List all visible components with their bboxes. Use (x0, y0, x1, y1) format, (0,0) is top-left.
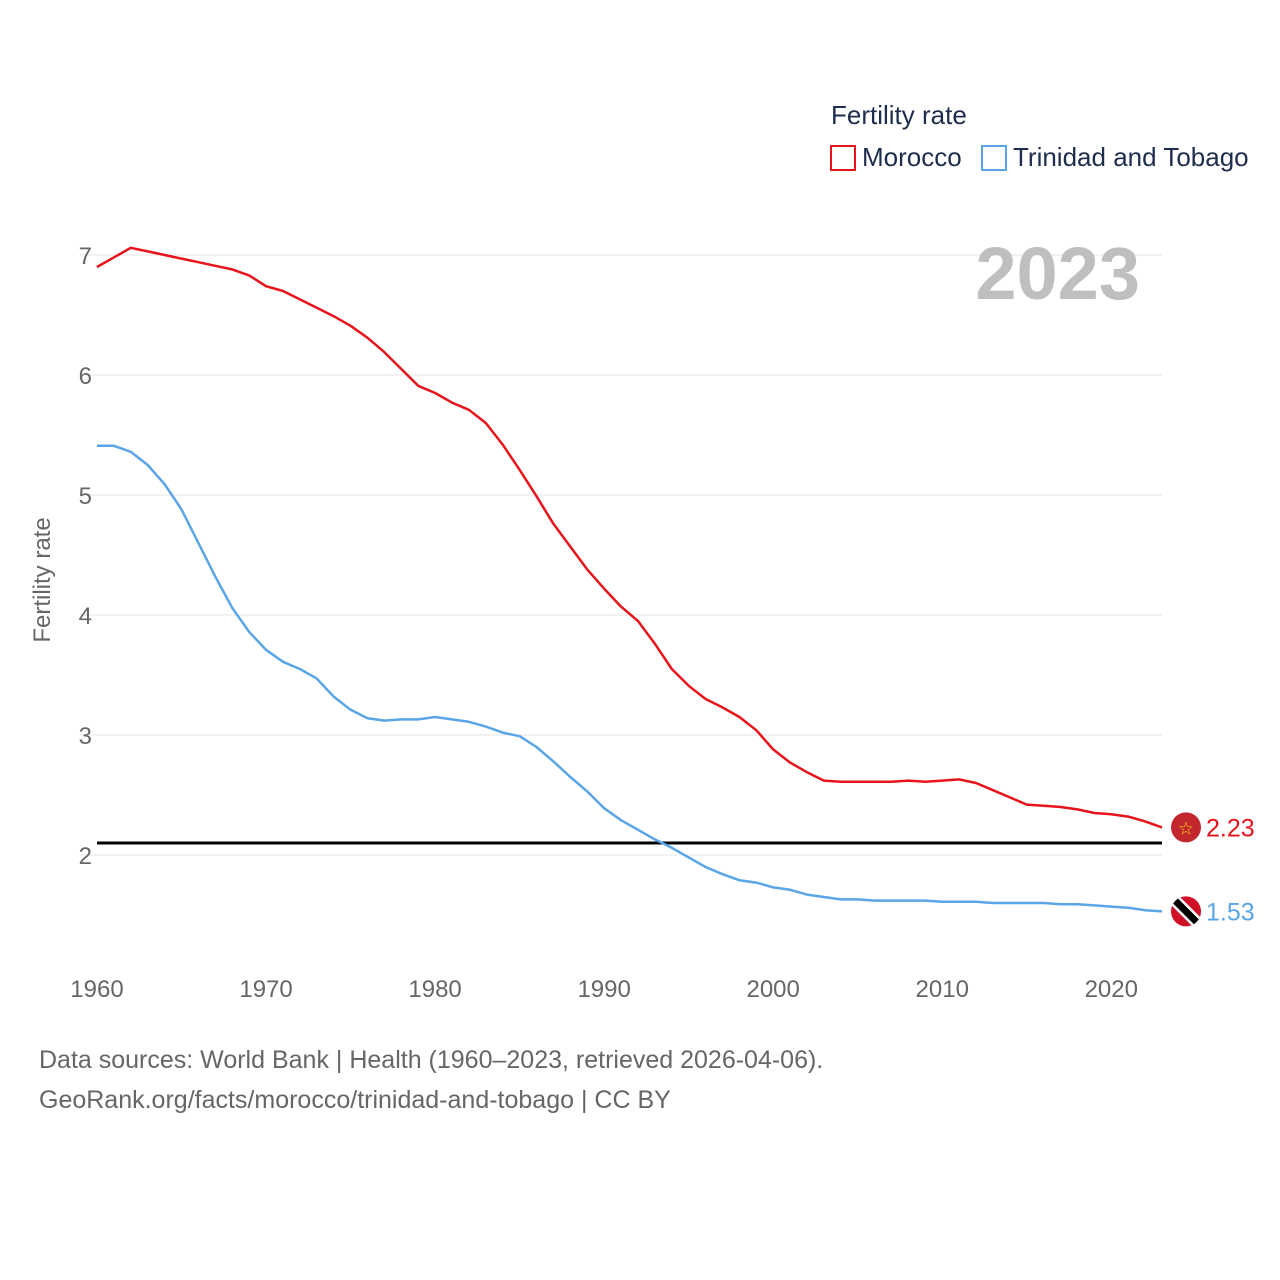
source-line-1: Data sources: World Bank | Health (1960–… (39, 1046, 824, 1074)
y-tick-label: 3 (79, 723, 92, 750)
legend-label-trinidad-and-tobago: Trinidad and Tobago (1013, 142, 1249, 172)
legend-item-morocco[interactable]: Morocco (830, 142, 962, 172)
y-tick-label: 7 (79, 243, 92, 270)
series-line-morocco[interactable] (96, 246, 1163, 829)
y-axis-label: Fertility rate (29, 517, 56, 642)
x-tick-label: 2010 (916, 976, 969, 1003)
series-line-trinidad-and-tobago[interactable] (97, 444, 1163, 913)
morocco-flag-icon: ☆ (1171, 812, 1201, 843)
end-value-label-trinidad-and-tobago: 1.53 (1206, 898, 1255, 926)
end-marker-layer: ☆ 2.23 1.53 (1171, 812, 1255, 927)
series-layer (96, 246, 1163, 913)
x-tick-label: 1960 (70, 976, 123, 1003)
y-tick-label: 5 (79, 483, 92, 510)
legend-label-morocco: Morocco (862, 142, 962, 172)
end-value-label-morocco: 2.23 (1206, 814, 1255, 842)
legend-swatch-morocco (830, 145, 856, 171)
tick-layer: 2 3 4 5 6 7 1960 1970 1980 1990 2000 2010 2020 (70, 243, 1138, 1003)
grid-layer (80, 254, 1162, 856)
x-tick-label: 1990 (577, 976, 630, 1003)
y-tick-label: 6 (79, 363, 92, 390)
legend-swatch-trinidad-and-tobago (981, 145, 1007, 171)
year-stamp: 2023 (975, 232, 1140, 315)
y-tick-label: 2 (79, 843, 92, 870)
legend-title: Fertility rate (831, 100, 967, 130)
svg-text:☆: ☆ (1178, 818, 1194, 839)
y-tick-label: 4 (79, 603, 92, 630)
source-note: Data sources: World Bank | Health (1960–… (39, 1040, 1239, 1120)
x-tick-label: 1980 (408, 976, 461, 1003)
source-line-2[interactable]: GeoRank.org/facts/morocco/trinidad-and-t… (39, 1086, 671, 1114)
legend-item-trinidad-and-tobago[interactable]: Trinidad and Tobago (981, 142, 1249, 172)
x-tick-label: 2000 (746, 976, 799, 1003)
x-tick-label: 2020 (1085, 976, 1138, 1003)
trinidad-flag-icon (1171, 896, 1201, 927)
x-tick-label: 1970 (239, 976, 292, 1003)
legend: Fertility rate Morocco Trinidad and Toba… (830, 100, 1249, 172)
